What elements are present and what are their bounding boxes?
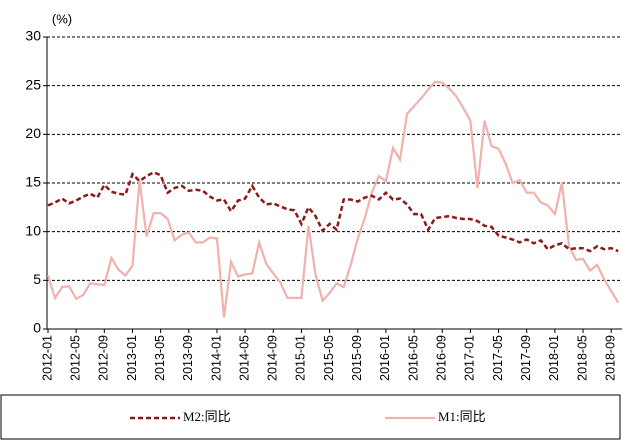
legend-label: M2:同比 — [183, 409, 231, 424]
x-tick-label: 2018-01 — [547, 335, 561, 381]
x-tick-label: 2015-09 — [350, 335, 364, 381]
x-tick-label: 2015-01 — [294, 335, 308, 381]
legend-box — [0, 394, 621, 440]
y-tick-label: 10 — [25, 222, 41, 238]
y-tick-label: 25 — [25, 76, 41, 92]
x-tick-label: 2013-05 — [153, 335, 167, 381]
y-tick-label: 20 — [25, 125, 41, 141]
x-tick-label: 2014-05 — [237, 335, 251, 381]
x-tick-label: 2016-01 — [378, 335, 392, 381]
x-tick-label: 2013-01 — [125, 335, 139, 381]
series-line — [47, 170, 619, 253]
x-tick-label: 2018-05 — [575, 335, 589, 381]
x-tick-label: 2013-09 — [181, 335, 195, 381]
x-tick-label: 2017-05 — [491, 335, 505, 381]
y-tick-label: 5 — [33, 271, 41, 287]
x-tick-label: 2014-09 — [266, 335, 280, 381]
x-tick-label: 2016-09 — [435, 335, 449, 381]
x-tick-label: 2012-05 — [68, 335, 82, 381]
x-tick-label: 2012-09 — [97, 335, 111, 381]
x-tick-label: 2016-05 — [406, 335, 420, 381]
series-line — [46, 80, 620, 318]
x-tick-label: 2014-01 — [209, 335, 223, 381]
x-tick-label: 2017-09 — [519, 335, 533, 381]
legend-label: M1:同比 — [438, 409, 486, 424]
y-unit: (%) — [52, 11, 72, 26]
x-tick-label: 2018-09 — [603, 335, 617, 381]
y-tick-label: 0 — [33, 320, 41, 336]
x-tick-label: 2012-01 — [40, 335, 54, 381]
x-tick-label: 2017-01 — [463, 335, 477, 381]
y-tick-label: 15 — [25, 174, 41, 190]
y-tick-label: 30 — [25, 28, 41, 44]
x-tick-label: 2015-05 — [322, 335, 336, 381]
